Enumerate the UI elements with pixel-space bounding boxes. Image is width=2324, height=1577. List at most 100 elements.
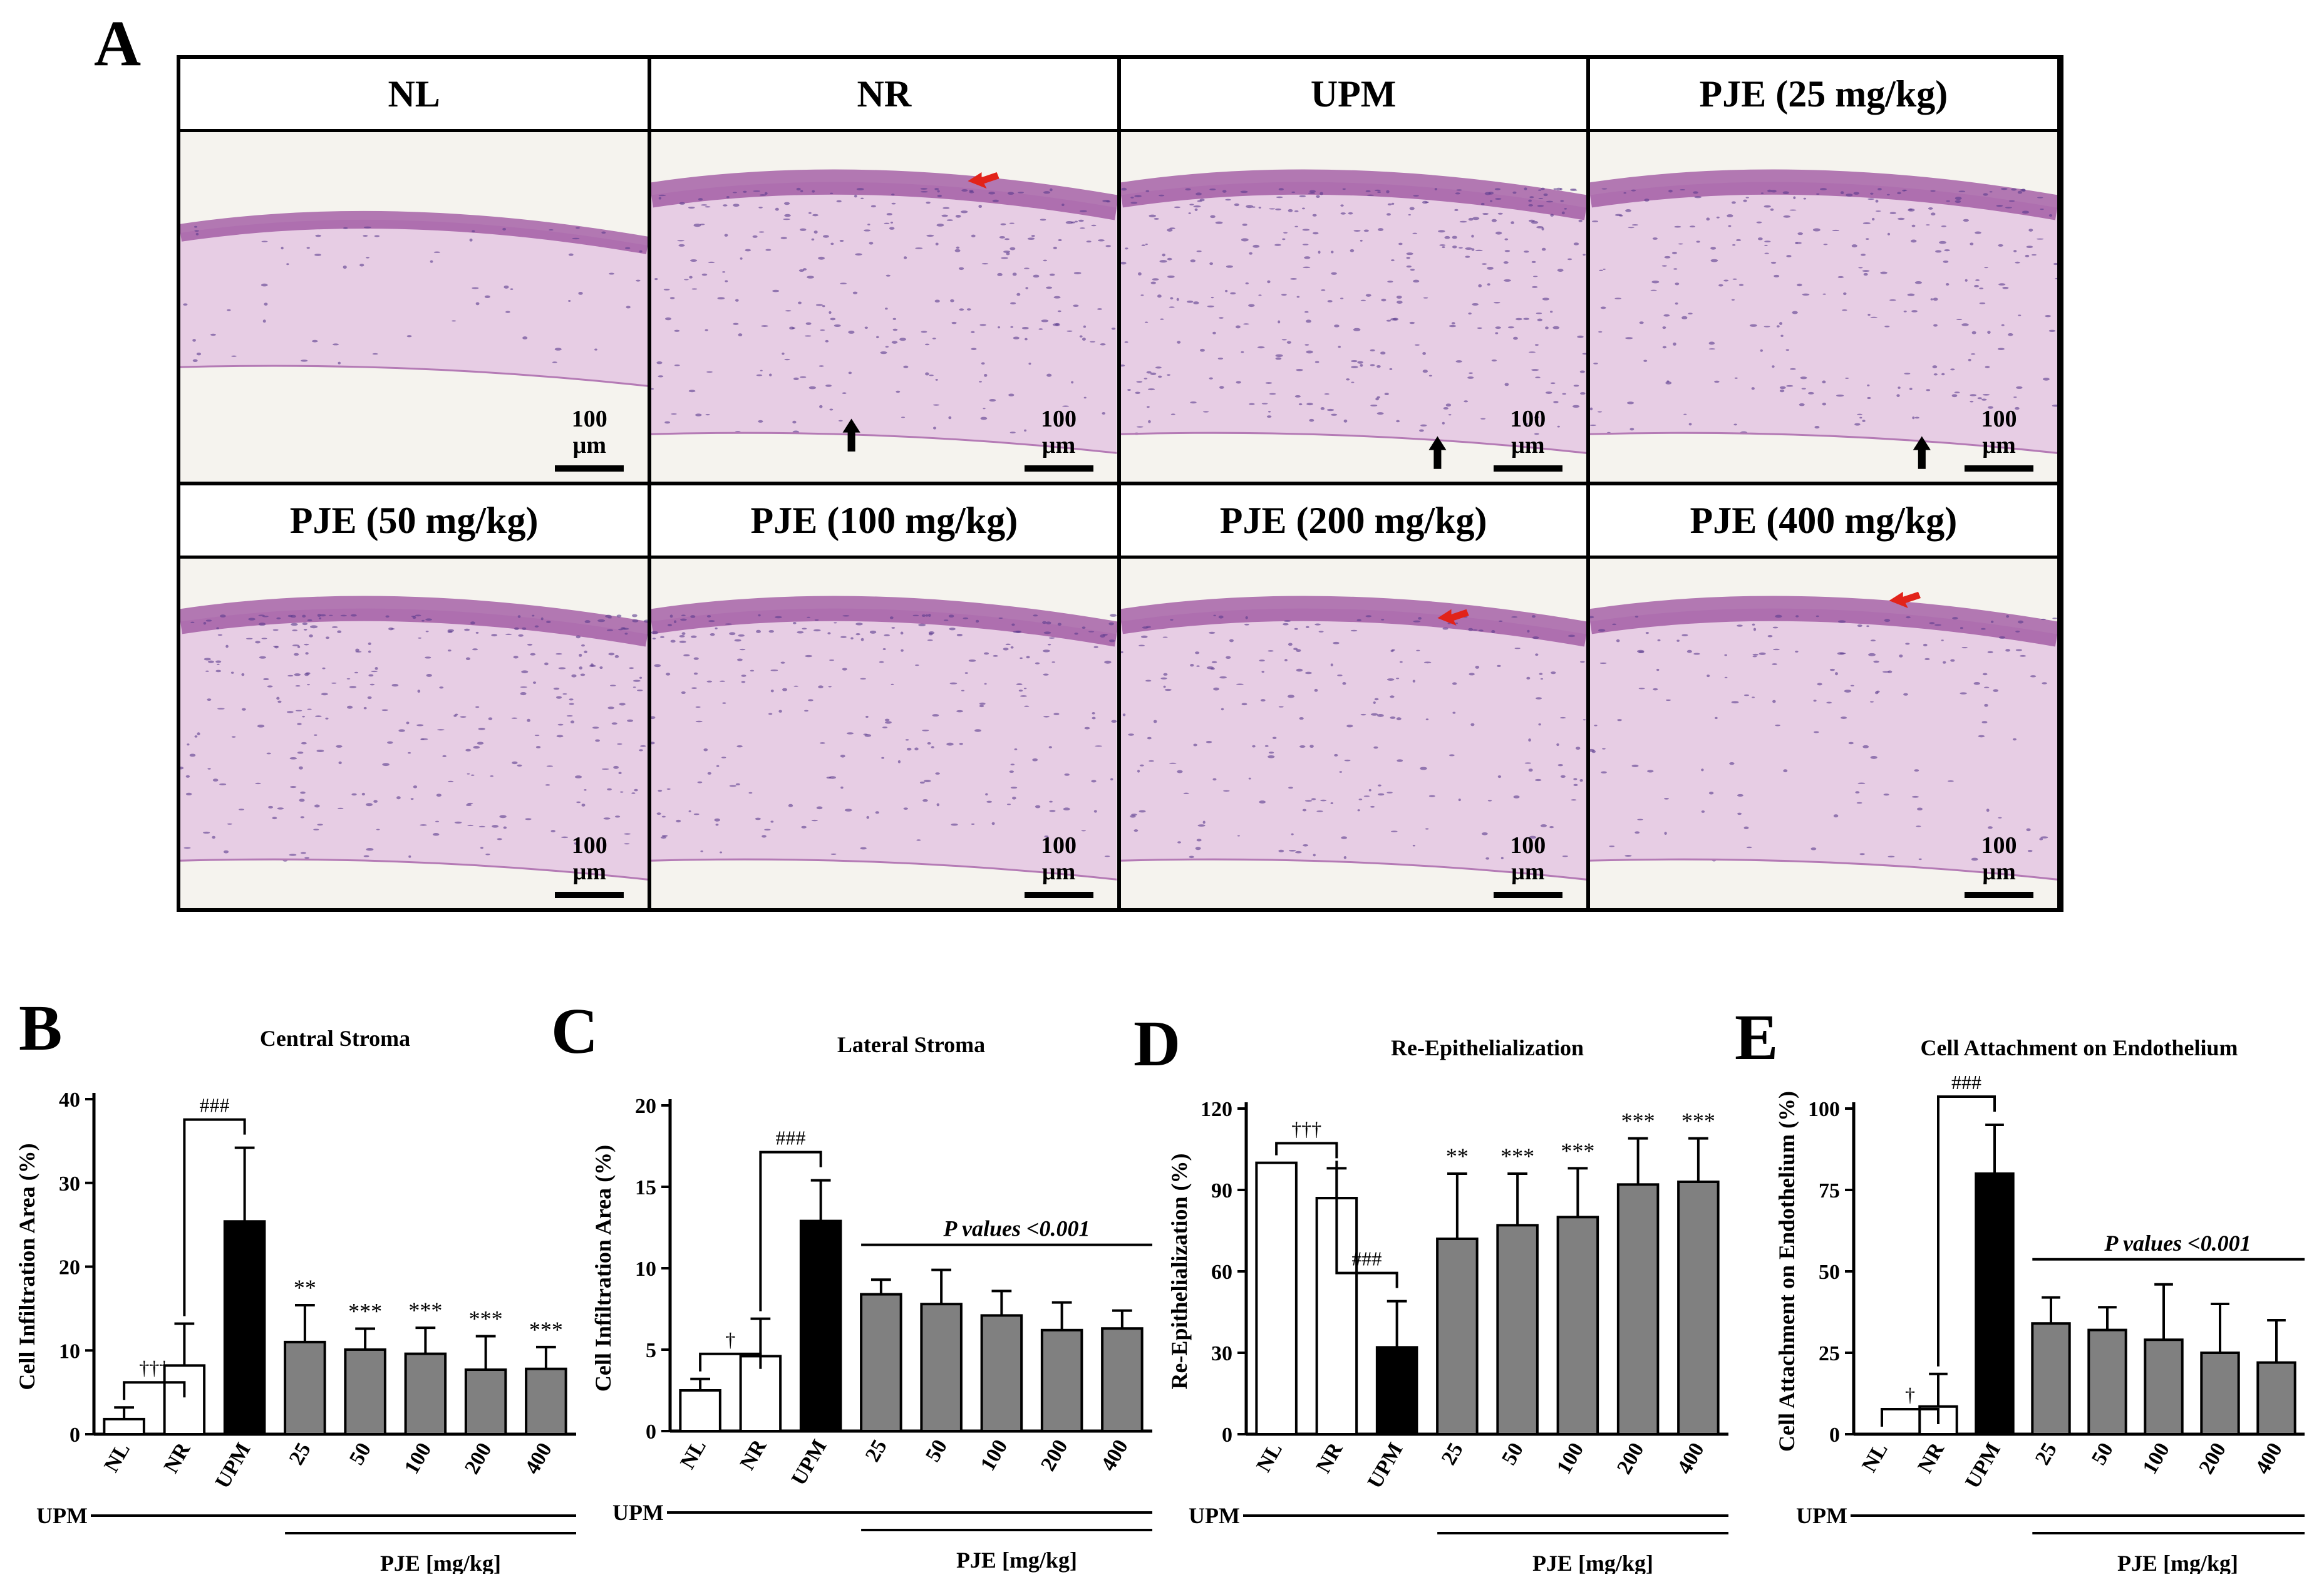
bar bbox=[1616, 1183, 1660, 1435]
micrograph-label: PJE (400 mg/kg) bbox=[1589, 485, 2057, 559]
significance-mark: ** bbox=[294, 1275, 316, 1300]
x-tick-label: NR bbox=[160, 1439, 195, 1477]
scale-bar-label: 100 µm bbox=[1981, 406, 2017, 459]
scale-bar: 100 µm bbox=[1024, 833, 1093, 898]
y-tick-label: 50 bbox=[1819, 1261, 1840, 1284]
bracket-label: ### bbox=[1951, 1071, 1981, 1094]
scale-bar: 100 µm bbox=[555, 833, 624, 898]
chart-title: Central Stroma bbox=[260, 1026, 410, 1051]
scale-bar-line bbox=[1965, 465, 2033, 472]
bar bbox=[920, 1303, 963, 1433]
bar-charts: Central Stroma Cell Infiltration Area (%)… bbox=[14, 1026, 2305, 1576]
chart-c: Lateral Stroma Cell Infiltration Area (%)… bbox=[591, 1032, 1152, 1573]
micrograph-image: 100 µm bbox=[1120, 132, 1586, 482]
micrograph-cell: PJE (25 mg/kg) 100 µm bbox=[1589, 59, 2057, 482]
y-tick-label: 90 bbox=[1211, 1179, 1232, 1202]
micrograph-label: NR bbox=[651, 59, 1117, 132]
y-tick-label: 60 bbox=[1211, 1261, 1232, 1284]
y-tick-label: 15 bbox=[635, 1176, 656, 1199]
scale-bar: 100 µm bbox=[1965, 833, 2033, 898]
micrograph-label: PJE (200 mg/kg) bbox=[1120, 485, 1586, 559]
x-tick-label: 100 bbox=[1552, 1439, 1589, 1479]
scale-bar-label: 100 µm bbox=[1510, 832, 1546, 886]
y-axis-label: Cell Infiltration Area (%) bbox=[591, 1145, 616, 1392]
x-tick-label: UPM bbox=[787, 1436, 832, 1490]
y-tick-label: 100 bbox=[1808, 1098, 1840, 1121]
micrograph-image: 100 µm bbox=[180, 559, 648, 908]
black-arrow-icon bbox=[842, 418, 860, 452]
scale-bar: 100 µm bbox=[1024, 406, 1093, 472]
pje-group-label: PJE [mg/kg] bbox=[956, 1548, 1077, 1573]
micrograph-grid: NL 100 µm NR 100 µm UPM 100 µm PJE (25 mg/kg) 1… bbox=[177, 55, 2063, 912]
y-tick-label: 25 bbox=[1819, 1342, 1840, 1365]
bracket-label: ### bbox=[1352, 1248, 1382, 1270]
micrograph-image: 100 µm bbox=[651, 132, 1117, 482]
significance-mark: *** bbox=[1681, 1109, 1715, 1134]
significance-mark: *** bbox=[529, 1317, 563, 1342]
y-tick-label: 0 bbox=[646, 1420, 656, 1444]
x-tick-label: 25 bbox=[861, 1436, 892, 1466]
chart-b: Central Stroma Cell Infiltration Area (%)… bbox=[14, 1026, 576, 1576]
y-axis-label: Cell Attachment on Endothelium (%) bbox=[1774, 1091, 1799, 1452]
black-arrow-icon bbox=[1913, 436, 1931, 469]
bracket-label: ††† bbox=[139, 1357, 169, 1379]
y-tick-label: 120 bbox=[1201, 1098, 1232, 1121]
scale-bar-line bbox=[1493, 892, 1562, 898]
micrograph-label: PJE (50 mg/kg) bbox=[180, 485, 648, 559]
y-tick-label: 10 bbox=[59, 1340, 80, 1363]
x-tick-label: 200 bbox=[2194, 1439, 2231, 1479]
scale-bar-line bbox=[1024, 892, 1093, 898]
scale-bar-label: 100 µm bbox=[1510, 406, 1546, 459]
scale-bar-label: 100 µm bbox=[1981, 832, 2017, 886]
micrograph-image: 100 µm bbox=[1589, 132, 2057, 482]
bar bbox=[404, 1352, 447, 1435]
micrograph-label: NL bbox=[180, 59, 648, 132]
bar bbox=[1677, 1181, 1720, 1435]
y-tick-label: 10 bbox=[635, 1258, 656, 1281]
x-tick-label: 25 bbox=[2031, 1439, 2062, 1469]
x-tick-label: UPM bbox=[1961, 1439, 2005, 1493]
x-tick-label: NR bbox=[1312, 1439, 1348, 1477]
significance-mark: *** bbox=[1621, 1109, 1655, 1134]
micrograph-cell: PJE (100 mg/kg) 100 µm bbox=[651, 485, 1117, 908]
bar bbox=[525, 1367, 567, 1435]
scale-bar: 100 µm bbox=[555, 406, 624, 472]
bar bbox=[1255, 1161, 1298, 1435]
bar bbox=[1556, 1216, 1599, 1435]
scale-bar: 100 µm bbox=[1965, 406, 2033, 472]
chart-title: Lateral Stroma bbox=[837, 1032, 985, 1057]
significance-mark: *** bbox=[469, 1306, 503, 1331]
scale-bar-label: 100 µm bbox=[1041, 406, 1077, 459]
x-tick-label: UPM bbox=[1363, 1439, 1408, 1493]
x-tick-label: NL bbox=[676, 1436, 711, 1473]
bracket bbox=[183, 1118, 246, 1316]
bracket-label: ††† bbox=[1291, 1117, 1321, 1140]
x-tick-label: UPM bbox=[211, 1439, 256, 1493]
red-arrow-icon bbox=[1437, 609, 1469, 626]
scale-bar-line bbox=[555, 465, 624, 472]
upm-group-label: UPM bbox=[612, 1500, 664, 1525]
y-tick-label: 30 bbox=[59, 1172, 80, 1196]
y-tick-label: 75 bbox=[1819, 1179, 1840, 1202]
upm-group-label: UPM bbox=[1189, 1503, 1240, 1528]
x-tick-label: 50 bbox=[345, 1439, 376, 1469]
scale-bar: 100 µm bbox=[1493, 406, 1562, 472]
panel-letter-d: D bbox=[1134, 1008, 1181, 1080]
pje-group-label: PJE [mg/kg] bbox=[2117, 1551, 2238, 1574]
scale-bar-line bbox=[1024, 465, 1093, 472]
micrograph-cell: NR 100 µm bbox=[651, 59, 1117, 482]
bar bbox=[284, 1340, 326, 1435]
bar bbox=[980, 1314, 1023, 1433]
micrograph-label: PJE (25 mg/kg) bbox=[1589, 59, 2057, 132]
chart-e: Cell Attachment on Endothelium Cell Attac… bbox=[1774, 1035, 2305, 1576]
bracket bbox=[1275, 1142, 1338, 1159]
bar bbox=[2031, 1322, 2071, 1436]
red-arrow-icon bbox=[968, 172, 999, 189]
significance-mark: *** bbox=[1500, 1144, 1534, 1169]
bar bbox=[223, 1220, 266, 1435]
x-tick-label: NL bbox=[1252, 1439, 1287, 1476]
black-arrow-icon bbox=[1428, 436, 1446, 469]
x-tick-label: 50 bbox=[2087, 1439, 2118, 1469]
y-axis-label: Re-Epithelialization (%) bbox=[1167, 1154, 1192, 1390]
red-arrow-icon bbox=[1889, 591, 1921, 609]
